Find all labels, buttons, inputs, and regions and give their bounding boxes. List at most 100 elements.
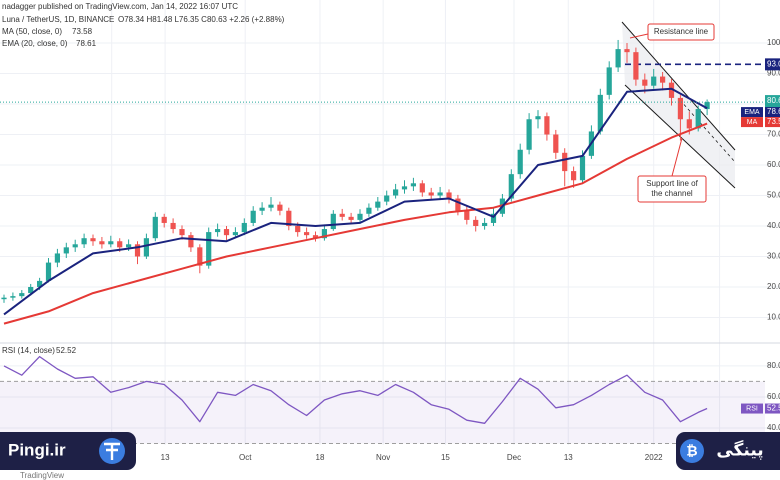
candle-body (375, 201, 381, 208)
candle-body (686, 119, 692, 129)
legend-rsi: RSI (14, close) (2, 346, 55, 355)
mid-line (679, 99, 736, 163)
x-tick-label: 15 (441, 453, 450, 462)
candle-body (10, 296, 16, 298)
candle-body (366, 207, 372, 214)
rsi-tick-label: 80.00 (767, 361, 780, 370)
x-tick-label: Nov (376, 453, 390, 462)
candle-body (232, 232, 239, 236)
x-tick-label: 2022 (645, 453, 663, 462)
candle-body (312, 235, 319, 239)
candle-body (428, 192, 434, 196)
y-tick-label: 40.00 (767, 221, 780, 230)
candle-body (544, 116, 550, 135)
candle-body (410, 183, 417, 187)
candle-body (562, 152, 568, 172)
candle-body (455, 198, 461, 211)
x-tick-label: Dec (507, 453, 521, 462)
candle-body (277, 204, 283, 211)
candle-body (134, 244, 141, 257)
brand-box (676, 432, 780, 470)
marks-layer (0, 39, 765, 424)
candle-body (642, 79, 648, 86)
candle-body (90, 238, 96, 242)
candle-body (490, 213, 497, 223)
candle-body (339, 213, 345, 217)
candle-body (633, 52, 639, 80)
candle-body (304, 232, 310, 236)
candle-body (268, 204, 274, 208)
line-ema (3, 87, 708, 316)
candle-body (695, 109, 701, 129)
candle-body (108, 241, 114, 245)
candle-body (286, 210, 292, 226)
legend-ma-value: 73.58 (72, 27, 93, 36)
y-tick-label: 60.00 (767, 160, 780, 169)
line-tag-bg (741, 107, 763, 118)
annotation: the channel (651, 189, 693, 198)
candle-body (446, 192, 452, 199)
candle-body (117, 241, 123, 248)
resistance-line (621, 21, 736, 151)
candle-body (677, 97, 684, 120)
rsi-tick-label: 60.00 (767, 392, 780, 401)
x-tick-label: Oct (239, 453, 252, 462)
candle-body (393, 189, 399, 196)
candle-body (152, 216, 158, 239)
rsi-tag-bg (741, 403, 763, 414)
candle-body (615, 49, 621, 68)
candle-body (215, 229, 221, 233)
candle-body (1, 297, 7, 300)
level-label: 93.00 (767, 59, 780, 68)
candle-body (143, 238, 150, 257)
line-value: 78.61 (767, 107, 780, 116)
candle-body (126, 244, 132, 248)
legend: nadagger published on TradingView.com, J… (2, 2, 285, 355)
ohlc: O78.34 H81.48 L76.35 C80.63 +2.26 (+2.88… (118, 15, 285, 24)
rsi-line (3, 355, 708, 424)
level-label-bg (765, 58, 780, 71)
line-value-bg (765, 117, 780, 128)
annotation: Resistance line (654, 27, 709, 36)
rsi-tick-label: 40.00 (767, 423, 780, 432)
candle-body (99, 241, 105, 245)
brand-site: Pingi.ir (8, 440, 66, 459)
candle-body (517, 149, 523, 175)
candle-body (330, 213, 336, 230)
y-tick-label: 100 (767, 38, 780, 47)
rsi-tag: RSI (746, 405, 758, 412)
candle-body (206, 232, 212, 266)
symbol: Luna / TetherUS, 1D, BINANCE (2, 15, 114, 24)
candle-body (651, 76, 657, 86)
candle-body (348, 216, 354, 220)
brand-platform: TradingView (20, 471, 64, 480)
candle-body (526, 119, 532, 150)
candle-body (81, 238, 87, 245)
candle-body (437, 192, 443, 196)
candle-body (45, 262, 52, 281)
candle-body (223, 229, 230, 236)
candle-body (597, 94, 603, 132)
price-label: 80.63 (767, 96, 780, 105)
legend-ma: MA (50, close, 0) (2, 27, 62, 36)
rsi-value: 52.52 (767, 404, 780, 413)
legend-rsi-value: 52.52 (56, 346, 77, 355)
y-tick-label: 10.00 (767, 313, 780, 322)
candle-body (553, 134, 559, 153)
candle-body (482, 222, 488, 226)
x-tick-label: 13 (564, 453, 573, 462)
candle-body (250, 210, 256, 223)
annotation-box (647, 23, 715, 41)
candle-body (197, 247, 203, 266)
y-tick-label: 30.00 (767, 252, 780, 261)
candle-body (668, 82, 675, 98)
candle-body (571, 171, 577, 181)
line-tag-bg (741, 117, 763, 128)
candle-body (606, 67, 612, 95)
candle-body (241, 222, 247, 233)
candle-body (179, 229, 185, 236)
publisher: nadagger published on TradingView.com, J… (2, 2, 238, 11)
candle-body (419, 183, 425, 193)
tether-glyph (104, 442, 120, 460)
